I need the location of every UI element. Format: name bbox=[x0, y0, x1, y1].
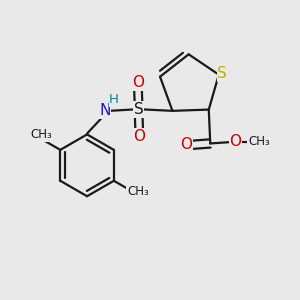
Text: O: O bbox=[132, 75, 144, 90]
Text: S: S bbox=[134, 102, 143, 117]
Text: CH₃: CH₃ bbox=[248, 136, 270, 148]
Text: O: O bbox=[230, 134, 242, 149]
Text: H: H bbox=[109, 93, 119, 106]
Text: CH₃: CH₃ bbox=[127, 185, 149, 198]
Text: O: O bbox=[133, 129, 145, 144]
Text: S: S bbox=[218, 66, 227, 81]
Text: O: O bbox=[180, 137, 192, 152]
Text: CH₃: CH₃ bbox=[31, 128, 52, 142]
Text: N: N bbox=[99, 103, 110, 118]
